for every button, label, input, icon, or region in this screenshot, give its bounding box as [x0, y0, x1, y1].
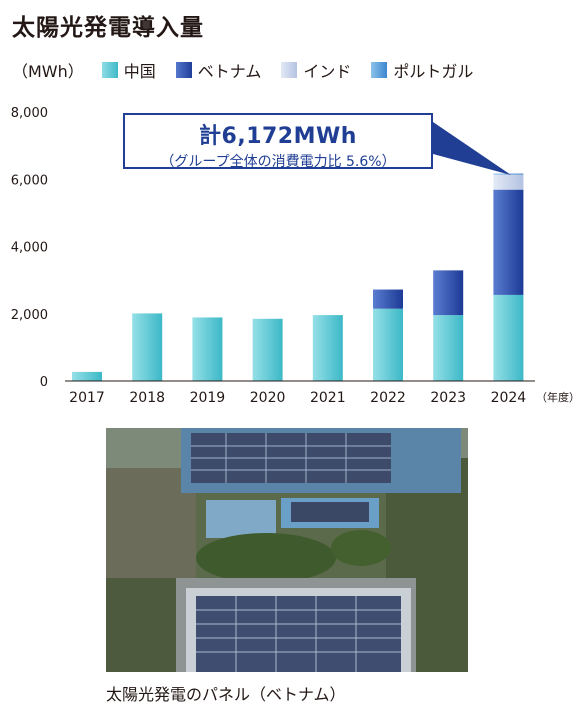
total-value: 計6,172MWh [199, 124, 357, 149]
bar-segment [373, 308, 403, 381]
total-note: （グループ全体の消費電力比 5.6%） [160, 154, 396, 170]
solar-panel-photo [106, 428, 468, 672]
unit-label: （MWh） [12, 62, 84, 81]
legend-swatch-vietnam [175, 62, 192, 78]
legend-swatch-india [281, 62, 298, 78]
x-tick-label: 2019 [190, 390, 226, 406]
legend-label-china: 中国 [123, 62, 156, 81]
bar-segment [493, 174, 524, 190]
y-axis: 0 2,000 4,000 6,000 8,000 [11, 106, 48, 390]
bar-segment [312, 315, 343, 381]
x-tick-label: 2018 [129, 390, 165, 406]
x-unit-label: （年度） [536, 390, 580, 404]
x-tick-label: 2023 [430, 390, 466, 406]
x-tick-label: 2022 [370, 390, 406, 406]
x-tick-label: 2017 [69, 390, 105, 406]
total-callout: 計6,172MWh （グループ全体の消費電力比 5.6%） [123, 113, 433, 170]
y-tick-label: 6,000 [11, 173, 48, 188]
legend-item-portugal: ポルトガル [371, 58, 473, 82]
bar-segment [493, 189, 524, 295]
y-tick-label: 8,000 [11, 106, 48, 121]
bars [72, 173, 524, 381]
bar-segment [132, 313, 163, 381]
x-axis: 2017 2018 2019 2020 2021 2022 2023 2024 （年度） [69, 390, 580, 406]
y-tick-label: 0 [40, 375, 48, 390]
bar-segment [493, 294, 524, 381]
x-tick-label: 2021 [310, 390, 346, 406]
bar-segment [433, 270, 464, 316]
bar-segment [373, 289, 403, 309]
bar-segment [192, 317, 223, 381]
callout-pointer [433, 122, 511, 175]
bar-segment [252, 318, 283, 381]
legend-item-india: インド [281, 58, 351, 82]
chart-title: 太陽光発電導入量 [12, 15, 204, 41]
legend-label-portugal: ポルトガル [393, 62, 474, 81]
x-tick-label: 2024 [491, 390, 527, 406]
legend-label-vietnam: ベトナム [197, 62, 262, 81]
legend-swatch-portugal [371, 62, 388, 78]
legend: （MWh） 中国 ベトナム インド ポルトガル [12, 58, 493, 82]
photo-caption: 太陽光発電のパネル（ベトナム） [106, 685, 346, 704]
legend-item-china: 中国 [101, 58, 156, 82]
y-tick-label: 4,000 [11, 241, 48, 256]
bar-segment [72, 371, 102, 381]
legend-item-vietnam: ベトナム [175, 58, 262, 82]
legend-swatch-china [101, 62, 118, 78]
x-tick-label: 2020 [250, 390, 286, 406]
legend-label-india: インド [303, 62, 352, 81]
bar-segment [433, 315, 464, 381]
y-tick-label: 2,000 [11, 308, 48, 323]
